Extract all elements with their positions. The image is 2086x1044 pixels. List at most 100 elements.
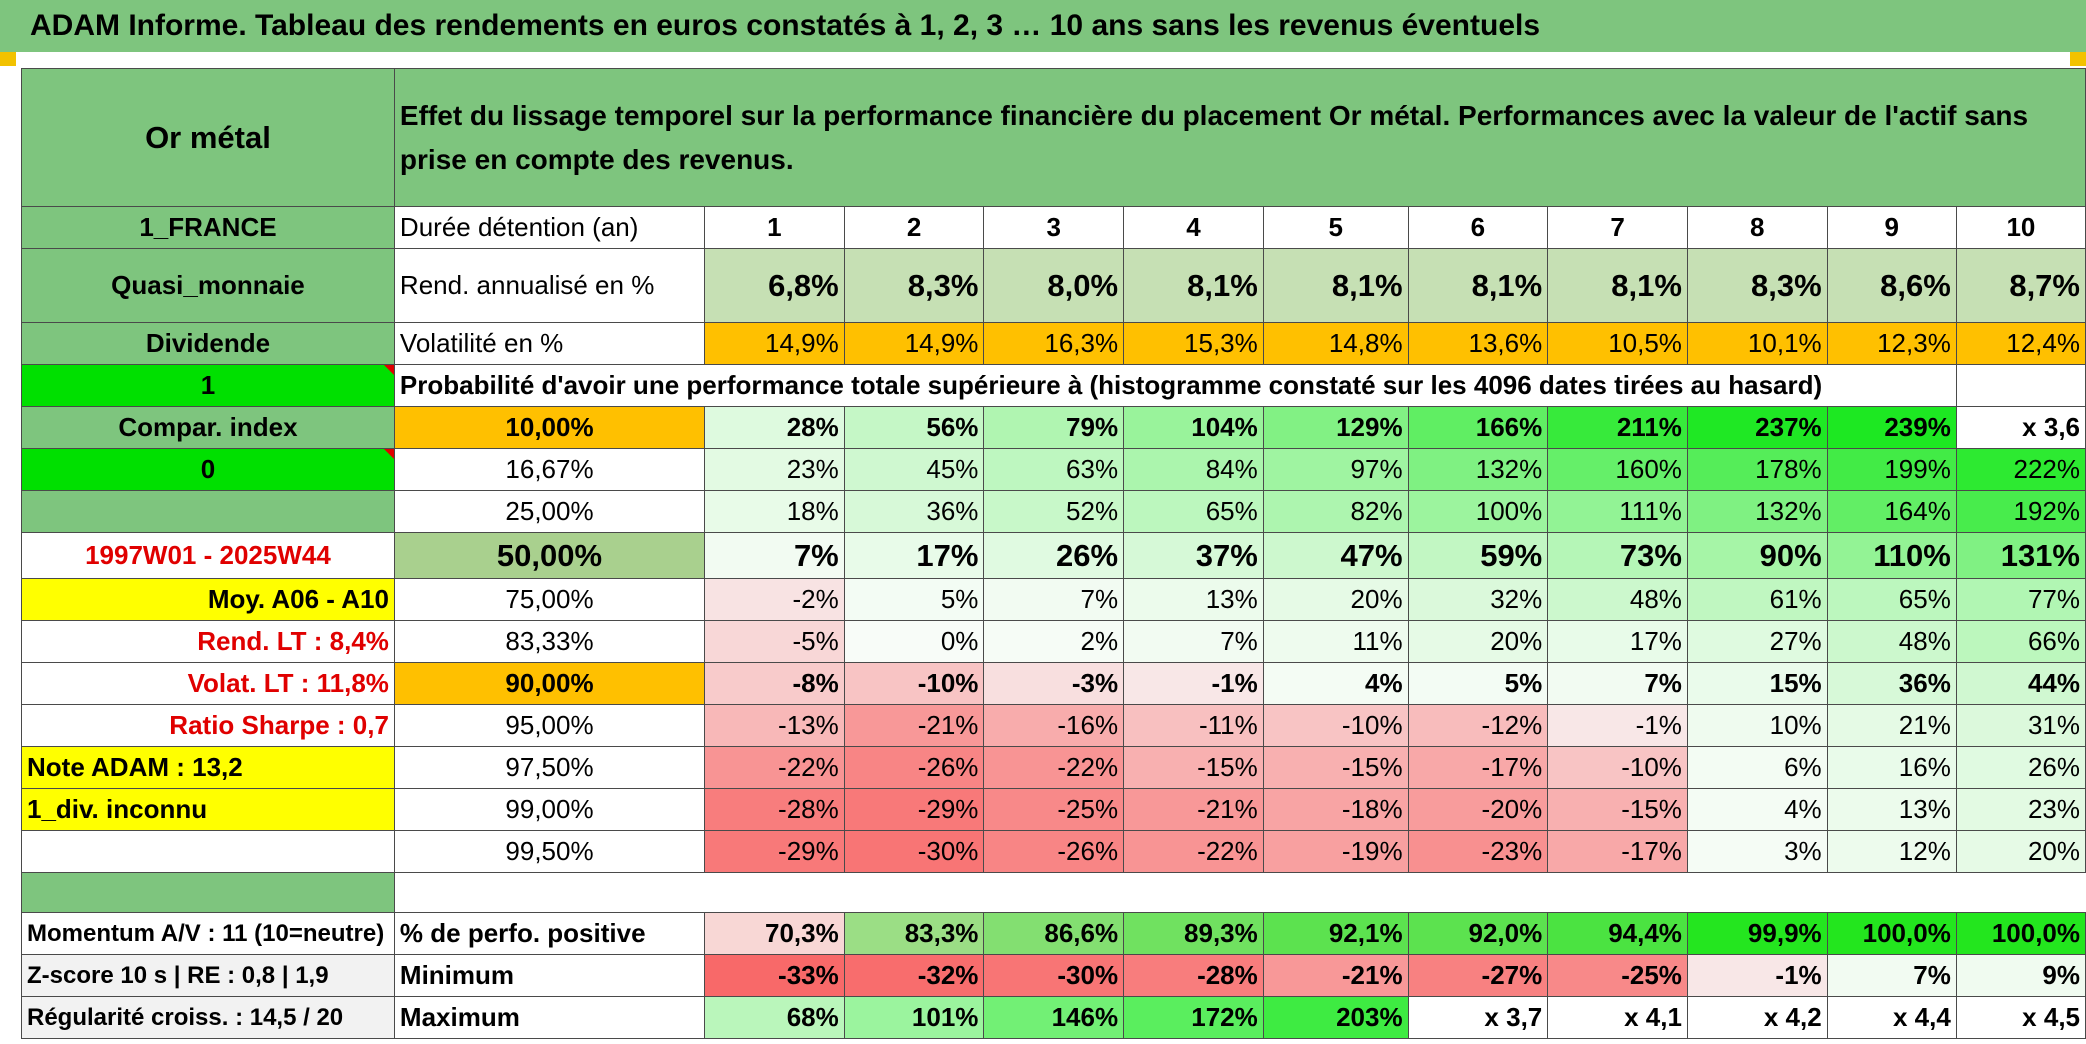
volat-row: Dividende Volatilité en % 14,9% 14,9% 16,3… (21, 322, 2086, 365)
pos-label: % de perfo. positive (393, 912, 706, 955)
prob-value-1: -13% (704, 704, 845, 747)
header-row: Or métal Effet du lissage temporel sur l… (21, 68, 2086, 207)
prob-value-6: -12% (1407, 704, 1549, 747)
pos-value-7: 94,4% (1547, 912, 1688, 955)
empty-green-cell (21, 490, 395, 533)
prob-level: 97,50% (393, 746, 706, 789)
prob-value-9: 36% (1826, 662, 1957, 705)
prob-level: 10,00% (393, 406, 706, 449)
prob-label-row: 1 Probabilité d'avoir une performance to… (21, 364, 2086, 407)
rend-value-2: 8,3% (843, 248, 985, 323)
rend-row: Quasi_monnaie Rend. annualisé en % 6,8% 8… (21, 248, 2086, 323)
prob-value-7: -15% (1547, 788, 1688, 831)
prob-row: 25,00% 18% 36% 52% 65% 82% 100% 111% 132% 164% 192… (21, 490, 2086, 533)
min-value-10: 9% (1955, 954, 2086, 997)
volat-value-3: 16,3% (983, 322, 1125, 365)
prob-label: Probabilité d'avoir une performance tota… (393, 364, 1828, 407)
max-value-5: 203% (1262, 996, 1409, 1039)
prob-level: 99,50% (393, 830, 706, 873)
prob-value-2: -30% (843, 830, 985, 873)
compar-value[interactable]: 0 (21, 448, 395, 491)
prob-value-7: -17% (1547, 830, 1688, 873)
prob-value-2: 0% (843, 620, 985, 663)
max-value-1: 68% (704, 996, 845, 1039)
prob-value-2: 45% (843, 448, 985, 491)
year-header-3: 3 (983, 206, 1125, 249)
corner-marker-right (2070, 52, 2086, 66)
pos-row: Momentum A/V : 11 (10=neutre)% de perfo.… (21, 912, 2086, 955)
rend-value-5: 8,1% (1262, 248, 1409, 323)
pos-value-5: 92,1% (1262, 912, 1409, 955)
prob-value-5: -15% (1262, 746, 1409, 789)
prob-value-1: -8% (704, 662, 845, 705)
prob-value-7: 211% (1547, 406, 1688, 449)
max-value-10: x 4,5 (1955, 996, 2086, 1039)
prob-level: 50,00% (393, 532, 706, 579)
prob-value-8: 15% (1686, 662, 1828, 705)
prob-level: 25,00% (393, 490, 706, 533)
prob-value-1: 7% (704, 532, 845, 579)
prob-level: 99,00% (393, 788, 706, 831)
prob-value-2: 17% (843, 532, 985, 579)
prob-value-5: -10% (1262, 704, 1409, 747)
min-value-1: -33% (704, 954, 845, 997)
max-value-7: x 4,1 (1547, 996, 1688, 1039)
min-value-8: -1% (1686, 954, 1828, 997)
prob-value-1: 18% (704, 490, 845, 533)
max-value-4: 172% (1123, 996, 1264, 1039)
prob-value-9: 48% (1826, 620, 1957, 663)
empty-green-cell (21, 872, 395, 913)
volat-value-9: 12,3% (1826, 322, 1957, 365)
rend-label: Rend. annualisé en % (393, 248, 706, 323)
max-value-3: 146% (983, 996, 1125, 1039)
prob-value-2: 56% (843, 406, 985, 449)
prob-value-6: 132% (1407, 448, 1549, 491)
prob-value-9: 239% (1826, 406, 1957, 449)
prob-value-6: 32% (1407, 578, 1549, 621)
prob-value-9: 13% (1826, 788, 1957, 831)
prob-value-7: 73% (1547, 532, 1688, 579)
prob-value-3: 79% (983, 406, 1125, 449)
prob-value-9: 164% (1826, 490, 1957, 533)
dividend-value[interactable]: 1 (21, 364, 395, 407)
prob-row: 1997W01 - 2025W44 50,00% 7% 17% 26% 37% 47% 59%… (21, 532, 2086, 579)
prob-level: 75,00% (393, 578, 706, 621)
prob-value-5: 4% (1262, 662, 1409, 705)
rend-value-9: 8,6% (1826, 248, 1957, 323)
prob-value-4: 84% (1123, 448, 1264, 491)
year-header-6: 6 (1407, 206, 1549, 249)
prob-value-7: 17% (1547, 620, 1688, 663)
stat-pos-label: Momentum A/V : 11 (10=neutre) (21, 912, 395, 955)
prob-value-5: 11% (1262, 620, 1409, 663)
prob-value-10: 77% (1955, 578, 2086, 621)
volat-value-5: 14,8% (1262, 322, 1409, 365)
volat-value-4: 15,3% (1123, 322, 1264, 365)
year-header-7: 7 (1547, 206, 1688, 249)
prob-value-4: -15% (1123, 746, 1264, 789)
prob-value-9: 199% (1826, 448, 1957, 491)
prob-value-6: -23% (1407, 830, 1549, 873)
prob-value-8: 27% (1686, 620, 1828, 663)
rend-value-6: 8,1% (1407, 248, 1549, 323)
prob-value-3: 63% (983, 448, 1125, 491)
prob-value-5: -18% (1262, 788, 1409, 831)
prob-value-5: 97% (1262, 448, 1409, 491)
spacer (394, 872, 2086, 913)
prob-value-4: 7% (1123, 620, 1264, 663)
prob-value-7: -1% (1547, 704, 1688, 747)
pos-value-8: 99,9% (1686, 912, 1828, 955)
prob-row: 99,50% -29% -30% -26% -22% -19% -23% -17% 3% 12% 2… (21, 830, 2086, 873)
volat-value-8: 10,1% (1686, 322, 1828, 365)
prob-value-3: -22% (983, 746, 1125, 789)
prob-value-3: 2% (983, 620, 1125, 663)
prob-value-3: 52% (983, 490, 1125, 533)
year-header-4: 4 (1123, 206, 1264, 249)
stat-max-label: Régularité croiss. : 14,5 / 20 (21, 996, 395, 1039)
empty-cell (1827, 364, 1957, 407)
prob-value-8: 132% (1686, 490, 1828, 533)
prob-level: 83,33% (393, 620, 706, 663)
min-value-6: -27% (1407, 954, 1549, 997)
prob-value-10: x 3,6 (1955, 406, 2086, 449)
pos-value-6: 92,0% (1407, 912, 1549, 955)
min-value-9: 7% (1826, 954, 1957, 997)
